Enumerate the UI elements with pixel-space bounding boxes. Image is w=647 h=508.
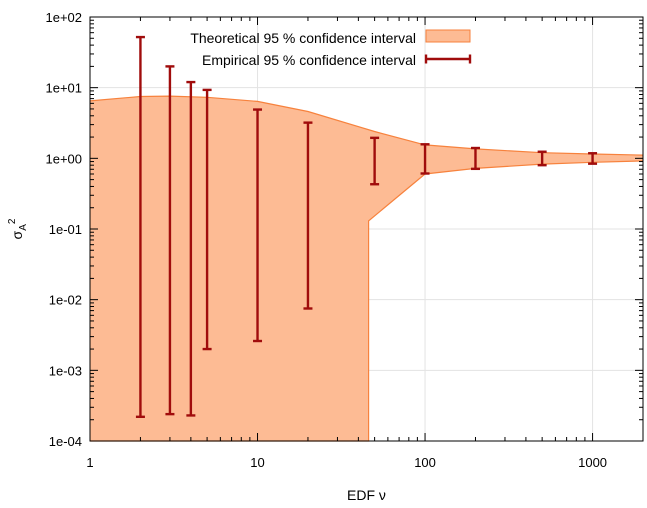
x-tick-label: 1 (86, 455, 93, 470)
error-bar (135, 35, 145, 419)
legend-swatch-empirical (424, 54, 472, 64)
band-layer (89, 95, 644, 442)
y-tick-label: 1e-03 (49, 363, 82, 378)
error-bar (588, 152, 598, 165)
legend: Theoretical 95 % confidence interval Emp… (190, 29, 472, 68)
legend-label-theoretical: Theoretical 95 % confidence interval (190, 30, 416, 46)
y-axis-title-main: σ (9, 230, 25, 239)
error-bar (537, 150, 547, 167)
y-tick-label: 1e+02 (45, 10, 82, 25)
x-tick-label: 10 (250, 455, 264, 470)
error-bar (470, 146, 480, 171)
legend-label-empirical: Empirical 95 % confidence interval (202, 52, 416, 68)
x-axis-title: EDF ν (347, 487, 386, 503)
error-bar (303, 121, 313, 310)
y-tick-label: 1e-04 (49, 434, 82, 449)
error-bar (186, 80, 196, 417)
x-tick-label: 100 (414, 455, 436, 470)
x-tick-label: 1000 (578, 455, 607, 470)
error-bar (253, 108, 263, 343)
y-tick-label: 1e+01 (45, 81, 82, 96)
band-upper-edge (89, 95, 644, 156)
confidence-band (90, 96, 643, 441)
y-axis-title-sup: 2 (7, 218, 18, 224)
y-tick-label: 1e-02 (49, 293, 82, 308)
band-lower-edge (90, 160, 644, 442)
y-tick-label: 1e+00 (45, 151, 82, 166)
tick-labels: 1 10 100 1000 1e-04 1e-03 1e-02 1e-01 1e+00 1e+01… (45, 10, 607, 470)
error-bar (202, 88, 212, 351)
error-bar (370, 136, 380, 186)
y-axis-title-sub: A (18, 224, 29, 231)
error-bar (165, 65, 175, 416)
ticks (89, 16, 644, 442)
legend-swatch-theoretical (425, 29, 471, 43)
y-axis-title: σA2 (7, 218, 29, 239)
y-tick-label: 1e-01 (49, 222, 82, 237)
error-bar (420, 143, 430, 175)
errorbar-layer (135, 35, 598, 419)
